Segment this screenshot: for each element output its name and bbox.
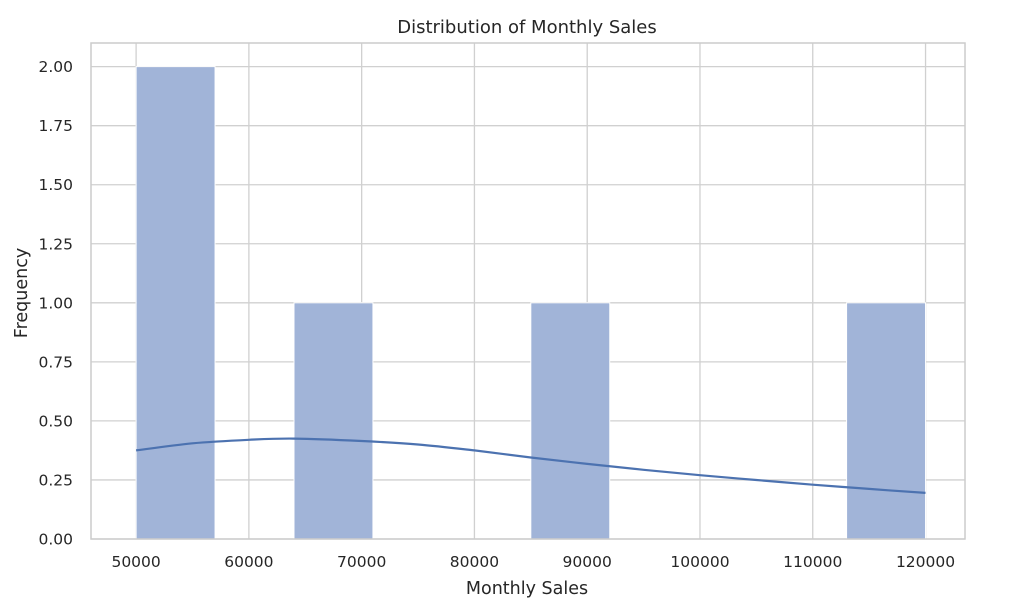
y-tick-label: 1.75 xyxy=(38,117,73,135)
x-tick-label: 90000 xyxy=(563,553,612,571)
y-tick-label: 1.25 xyxy=(38,235,73,253)
x-axis-label: Monthly Sales xyxy=(466,579,588,599)
y-tick-label: 0.50 xyxy=(38,412,73,430)
histogram-bars xyxy=(135,66,927,540)
x-tick-label: 70000 xyxy=(337,553,386,571)
y-tick-label: 0.75 xyxy=(38,353,73,371)
y-tick-label: 1.50 xyxy=(38,176,73,194)
chart-title: Distribution of Monthly Sales xyxy=(397,17,657,38)
y-tick-label: 0.25 xyxy=(38,471,73,489)
x-tick-label: 80000 xyxy=(450,553,499,571)
x-tick-label: 120000 xyxy=(896,553,955,571)
y-tick-label: 2.00 xyxy=(38,58,73,76)
y-axis-ticks: 0.00 0.25 0.50 0.75 1.00 1.25 1.50 1.75 2.00 xyxy=(38,58,73,548)
x-axis-ticks: 50000 60000 70000 80000 90000 100000 110000 120… xyxy=(111,553,955,571)
y-tick-label: 0.00 xyxy=(38,531,73,549)
histogram-bar xyxy=(135,66,216,540)
y-axis-label: Frequency xyxy=(12,248,32,338)
plot-frame xyxy=(90,42,966,540)
x-tick-label: 60000 xyxy=(224,553,273,571)
histogram-bar xyxy=(293,302,374,540)
kde-curve xyxy=(135,437,926,494)
x-tick-label: 100000 xyxy=(670,553,729,571)
x-tick-label: 110000 xyxy=(783,553,842,571)
y-tick-label: 1.00 xyxy=(38,294,73,312)
histogram-bar xyxy=(846,302,927,540)
histogram-bar xyxy=(530,302,611,540)
x-tick-label: 50000 xyxy=(111,553,160,571)
grid xyxy=(91,43,965,540)
